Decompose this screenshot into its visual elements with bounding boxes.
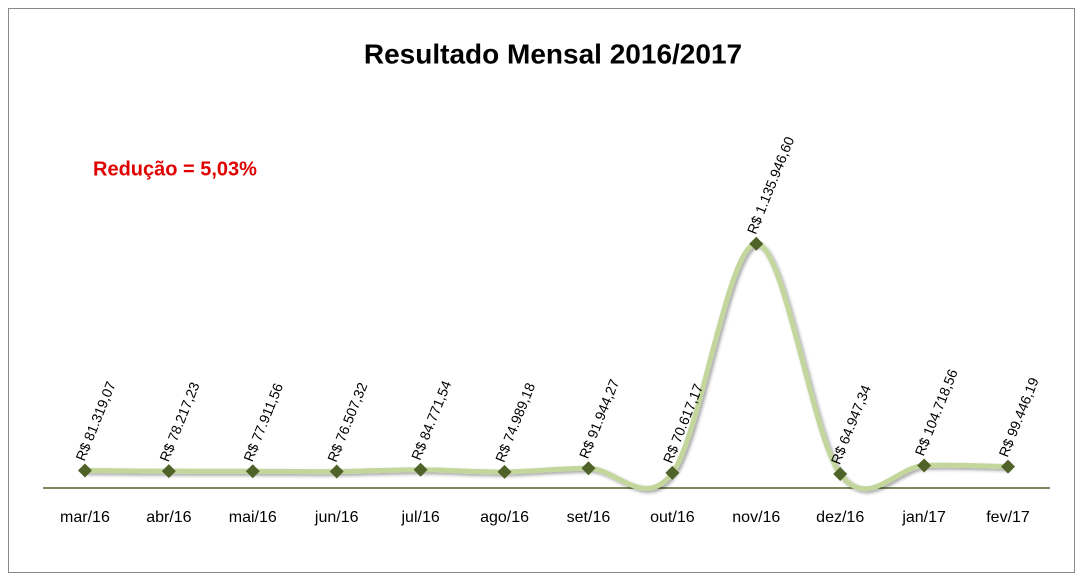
x-tick-label: jun/16 bbox=[314, 509, 359, 526]
marker bbox=[917, 458, 932, 473]
x-tick-label: mar/16 bbox=[60, 509, 110, 526]
marker bbox=[77, 463, 92, 478]
x-tick-label: set/16 bbox=[567, 509, 611, 526]
x-tick-label: dez/16 bbox=[816, 509, 864, 526]
marker bbox=[329, 464, 344, 479]
x-tick-label: abr/16 bbox=[146, 509, 191, 526]
annotation: Redução = 5,03% bbox=[93, 158, 257, 180]
marker bbox=[497, 464, 512, 479]
marker bbox=[833, 467, 848, 482]
x-tick-label: ago/16 bbox=[480, 509, 529, 526]
marker bbox=[413, 462, 428, 477]
chart-title: Resultado Mensal 2016/2017 bbox=[364, 38, 742, 69]
marker bbox=[161, 464, 176, 479]
marker bbox=[665, 465, 680, 480]
x-tick-label: out/16 bbox=[650, 509, 695, 526]
marker bbox=[749, 236, 764, 251]
x-tick-label: jan/17 bbox=[901, 509, 946, 526]
marker bbox=[1001, 459, 1016, 474]
x-tick-label: fev/17 bbox=[986, 509, 1030, 526]
marker bbox=[581, 461, 596, 476]
x-tick-label: mai/16 bbox=[229, 509, 277, 526]
x-tick-label: nov/16 bbox=[732, 509, 780, 526]
x-tick-label: jul/16 bbox=[401, 509, 440, 526]
marker bbox=[245, 464, 260, 479]
